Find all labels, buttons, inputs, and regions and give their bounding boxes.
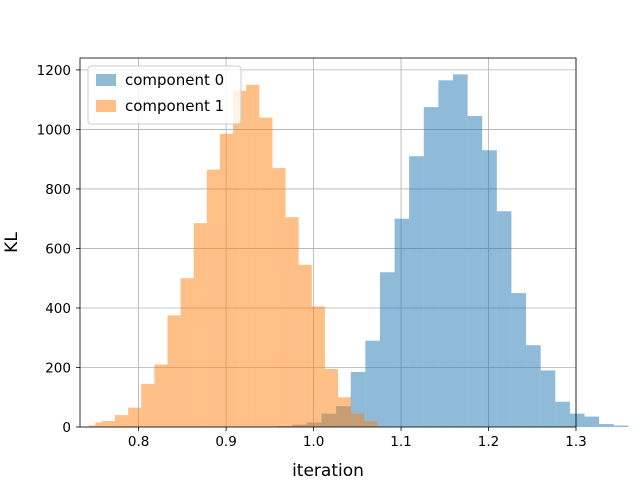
legend-swatch <box>96 100 116 112</box>
histogram-bar-series-1 <box>141 383 148 427</box>
histogram-bar-series-1 <box>213 169 220 427</box>
legend-swatch <box>96 74 116 86</box>
histogram-bar-series-0 <box>511 293 527 427</box>
x-tick-label: 1.2 <box>478 434 499 450</box>
histogram-bar-series-0 <box>584 416 600 427</box>
axis-ticks: 0.8 0.9 1.0 1.1 1.2 1.3 0 200 400 600 800 1000 1200 <box>37 63 587 450</box>
histogram-bar-series-1 <box>292 217 299 427</box>
histogram-bar-series-0 <box>438 80 454 428</box>
y-tick-label: 1000 <box>37 122 71 138</box>
histogram-bar-series-0 <box>599 424 614 427</box>
histogram-bar-series-1 <box>364 421 371 427</box>
histogram-bar-series-1 <box>285 217 293 427</box>
y-tick-label: 600 <box>45 241 71 257</box>
legend-box <box>87 65 242 125</box>
histogram-bar-series-0 <box>467 116 483 427</box>
histogram-bar-series-1 <box>121 415 129 427</box>
histogram-bar-series-1 <box>252 84 260 427</box>
histogram-bar-series-0 <box>409 156 424 428</box>
x-tick-label: 1.0 <box>303 434 324 450</box>
x-tick-label: 1.3 <box>565 434 586 450</box>
histogram-bar-series-1 <box>154 364 161 427</box>
histogram-bar-series-1 <box>370 421 378 427</box>
legend-entry: component 0 <box>125 71 224 89</box>
histogram-bar-series-1 <box>193 223 201 427</box>
histogram-bar-series-0 <box>526 345 541 427</box>
histogram-bar-series-1 <box>324 368 332 427</box>
histogram-bar-series-1 <box>167 315 175 427</box>
x-tick-label: 1.1 <box>390 434 411 450</box>
histogram-bar-series-1 <box>357 413 365 427</box>
histogram-bar-series-1 <box>180 278 188 427</box>
histogram-bar-series-0 <box>394 218 410 427</box>
histogram-bar-series-1 <box>311 306 319 427</box>
histogram-bar-series-1 <box>134 407 142 427</box>
histogram-bar-series-1 <box>233 90 240 427</box>
histogram-bar-series-0 <box>379 272 395 427</box>
histogram-bar-series-1 <box>331 368 339 427</box>
y-tick-label: 800 <box>45 182 71 198</box>
histogram-bar-series-1 <box>226 133 234 428</box>
histogram-bar-series-1 <box>95 422 102 427</box>
histogram-bar-series-0 <box>540 370 556 427</box>
histogram-bar-series-1 <box>239 90 247 427</box>
histogram-bars <box>88 74 629 428</box>
x-tick-label: 0.8 <box>128 434 149 450</box>
histogram-bar-series-0 <box>555 401 570 427</box>
histogram-bar-series-1 <box>344 397 352 427</box>
histogram-bar-series-1 <box>187 278 194 427</box>
x-tick-label: 0.9 <box>215 434 236 450</box>
histogram-bar-series-1 <box>108 421 115 427</box>
histogram-bar-series-1 <box>206 169 214 427</box>
histogram-bar-series-0 <box>365 340 380 427</box>
histogram-bar-series-1 <box>298 264 306 427</box>
histogram-bar-series-1 <box>101 421 109 427</box>
histogram-bar-series-0 <box>569 413 585 427</box>
histogram-bar-series-1 <box>272 168 280 427</box>
histogram-bar-series-1 <box>128 407 135 427</box>
legend: component 0 component 1 <box>87 65 242 125</box>
legend-entry: component 1 <box>125 97 224 115</box>
y-tick-label: 200 <box>45 360 71 376</box>
histogram-bar-series-1 <box>200 223 207 427</box>
x-axis-label: iteration <box>292 461 364 480</box>
histogram-bar-series-1 <box>318 306 325 427</box>
histogram-bar-series-1 <box>246 84 253 427</box>
histogram-bar-series-1 <box>147 383 155 427</box>
axes-frame <box>79 57 577 428</box>
y-tick-label: 400 <box>45 301 71 317</box>
histogram-bar-series-1 <box>259 117 266 428</box>
histogram-bar-series-1 <box>265 117 273 428</box>
histogram-bar-series-1 <box>279 168 286 427</box>
y-tick-label: 1200 <box>37 63 71 79</box>
histogram-bar-series-1 <box>351 413 358 427</box>
histogram-bar-series-0 <box>496 211 512 427</box>
histogram-bar-series-1 <box>160 364 168 427</box>
histogram-bar-series-1 <box>114 415 122 427</box>
histogram-bar-series-1 <box>219 133 227 428</box>
histogram-bar-series-0 <box>453 74 468 427</box>
histogram-bar-series-1 <box>174 315 181 427</box>
histogram-bar-series-0 <box>350 371 366 427</box>
y-axis-label: KL <box>2 232 22 253</box>
histogram-bar-series-1 <box>338 397 345 427</box>
histogram-bar-series-0 <box>613 425 629 427</box>
histogram-bar-series-0 <box>482 150 497 427</box>
histogram-bar-series-1 <box>88 425 96 427</box>
y-tick-label: 0 <box>62 420 71 436</box>
histogram-bar-series-0 <box>423 107 439 428</box>
histogram-bar-series-1 <box>305 264 312 427</box>
